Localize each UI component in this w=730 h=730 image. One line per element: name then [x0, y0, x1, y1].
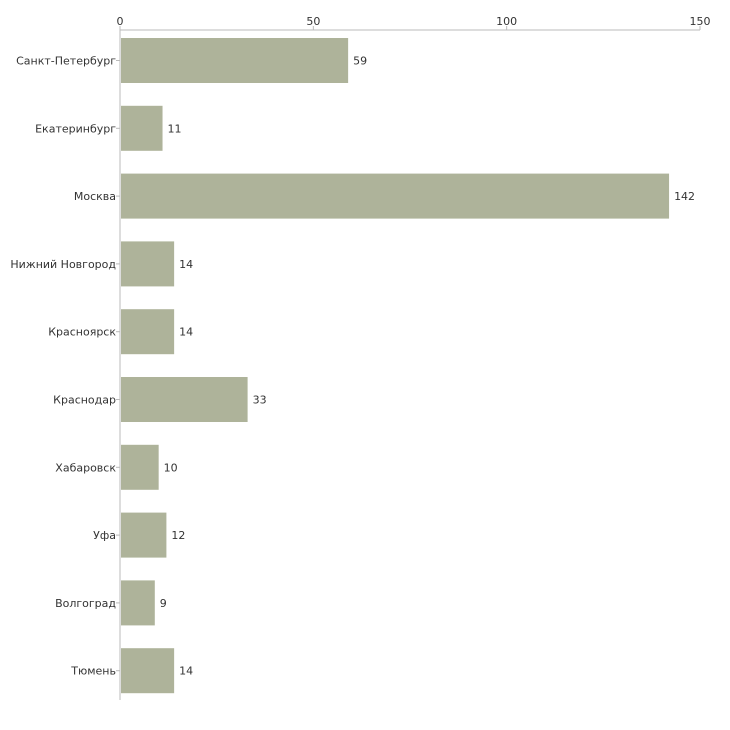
value-label: 14 — [179, 665, 193, 678]
category-label: Хабаровск — [55, 461, 116, 474]
bar — [121, 173, 670, 219]
category-label: Москва — [74, 190, 116, 203]
category-label: Волгоград — [55, 597, 116, 610]
category-label: Красноярск — [48, 326, 116, 339]
bar — [121, 38, 349, 83]
x-tick-label: 100 — [496, 15, 517, 28]
x-tick-label: 50 — [306, 15, 320, 28]
bar — [121, 648, 175, 694]
category-label: Екатеринбург — [35, 122, 116, 135]
category-label: Тюмень — [70, 665, 116, 678]
category-label: Уфа — [93, 529, 116, 542]
value-label: 9 — [160, 597, 167, 610]
bar — [121, 580, 155, 626]
value-label: 12 — [171, 529, 185, 542]
bar — [121, 309, 175, 355]
value-label: 14 — [179, 326, 193, 339]
category-label: Санкт-Петербург — [16, 55, 116, 68]
x-tick-label: 0 — [117, 15, 124, 28]
bar — [121, 105, 163, 151]
value-label: 142 — [674, 190, 695, 203]
x-axis: 0 50 100 150 — [117, 15, 711, 31]
value-label: 33 — [253, 394, 267, 407]
value-label: 10 — [164, 461, 178, 474]
bar — [121, 444, 159, 490]
y-axis — [116, 30, 121, 700]
category-label: Нижний Новгород — [10, 258, 116, 271]
bar — [121, 377, 248, 422]
value-label: 59 — [353, 55, 367, 68]
bar — [121, 512, 167, 558]
bar — [121, 241, 175, 287]
x-tick-label: 150 — [690, 15, 711, 28]
bars — [121, 38, 670, 694]
category-labels: Санкт-Петербург Екатеринбург Москва Нижний … — [10, 55, 116, 678]
value-label: 11 — [168, 122, 182, 135]
category-label: Краснодар — [53, 394, 116, 407]
value-label: 14 — [179, 258, 193, 271]
value-labels: 59 11 142 14 14 33 10 12 9 14 — [160, 55, 695, 678]
